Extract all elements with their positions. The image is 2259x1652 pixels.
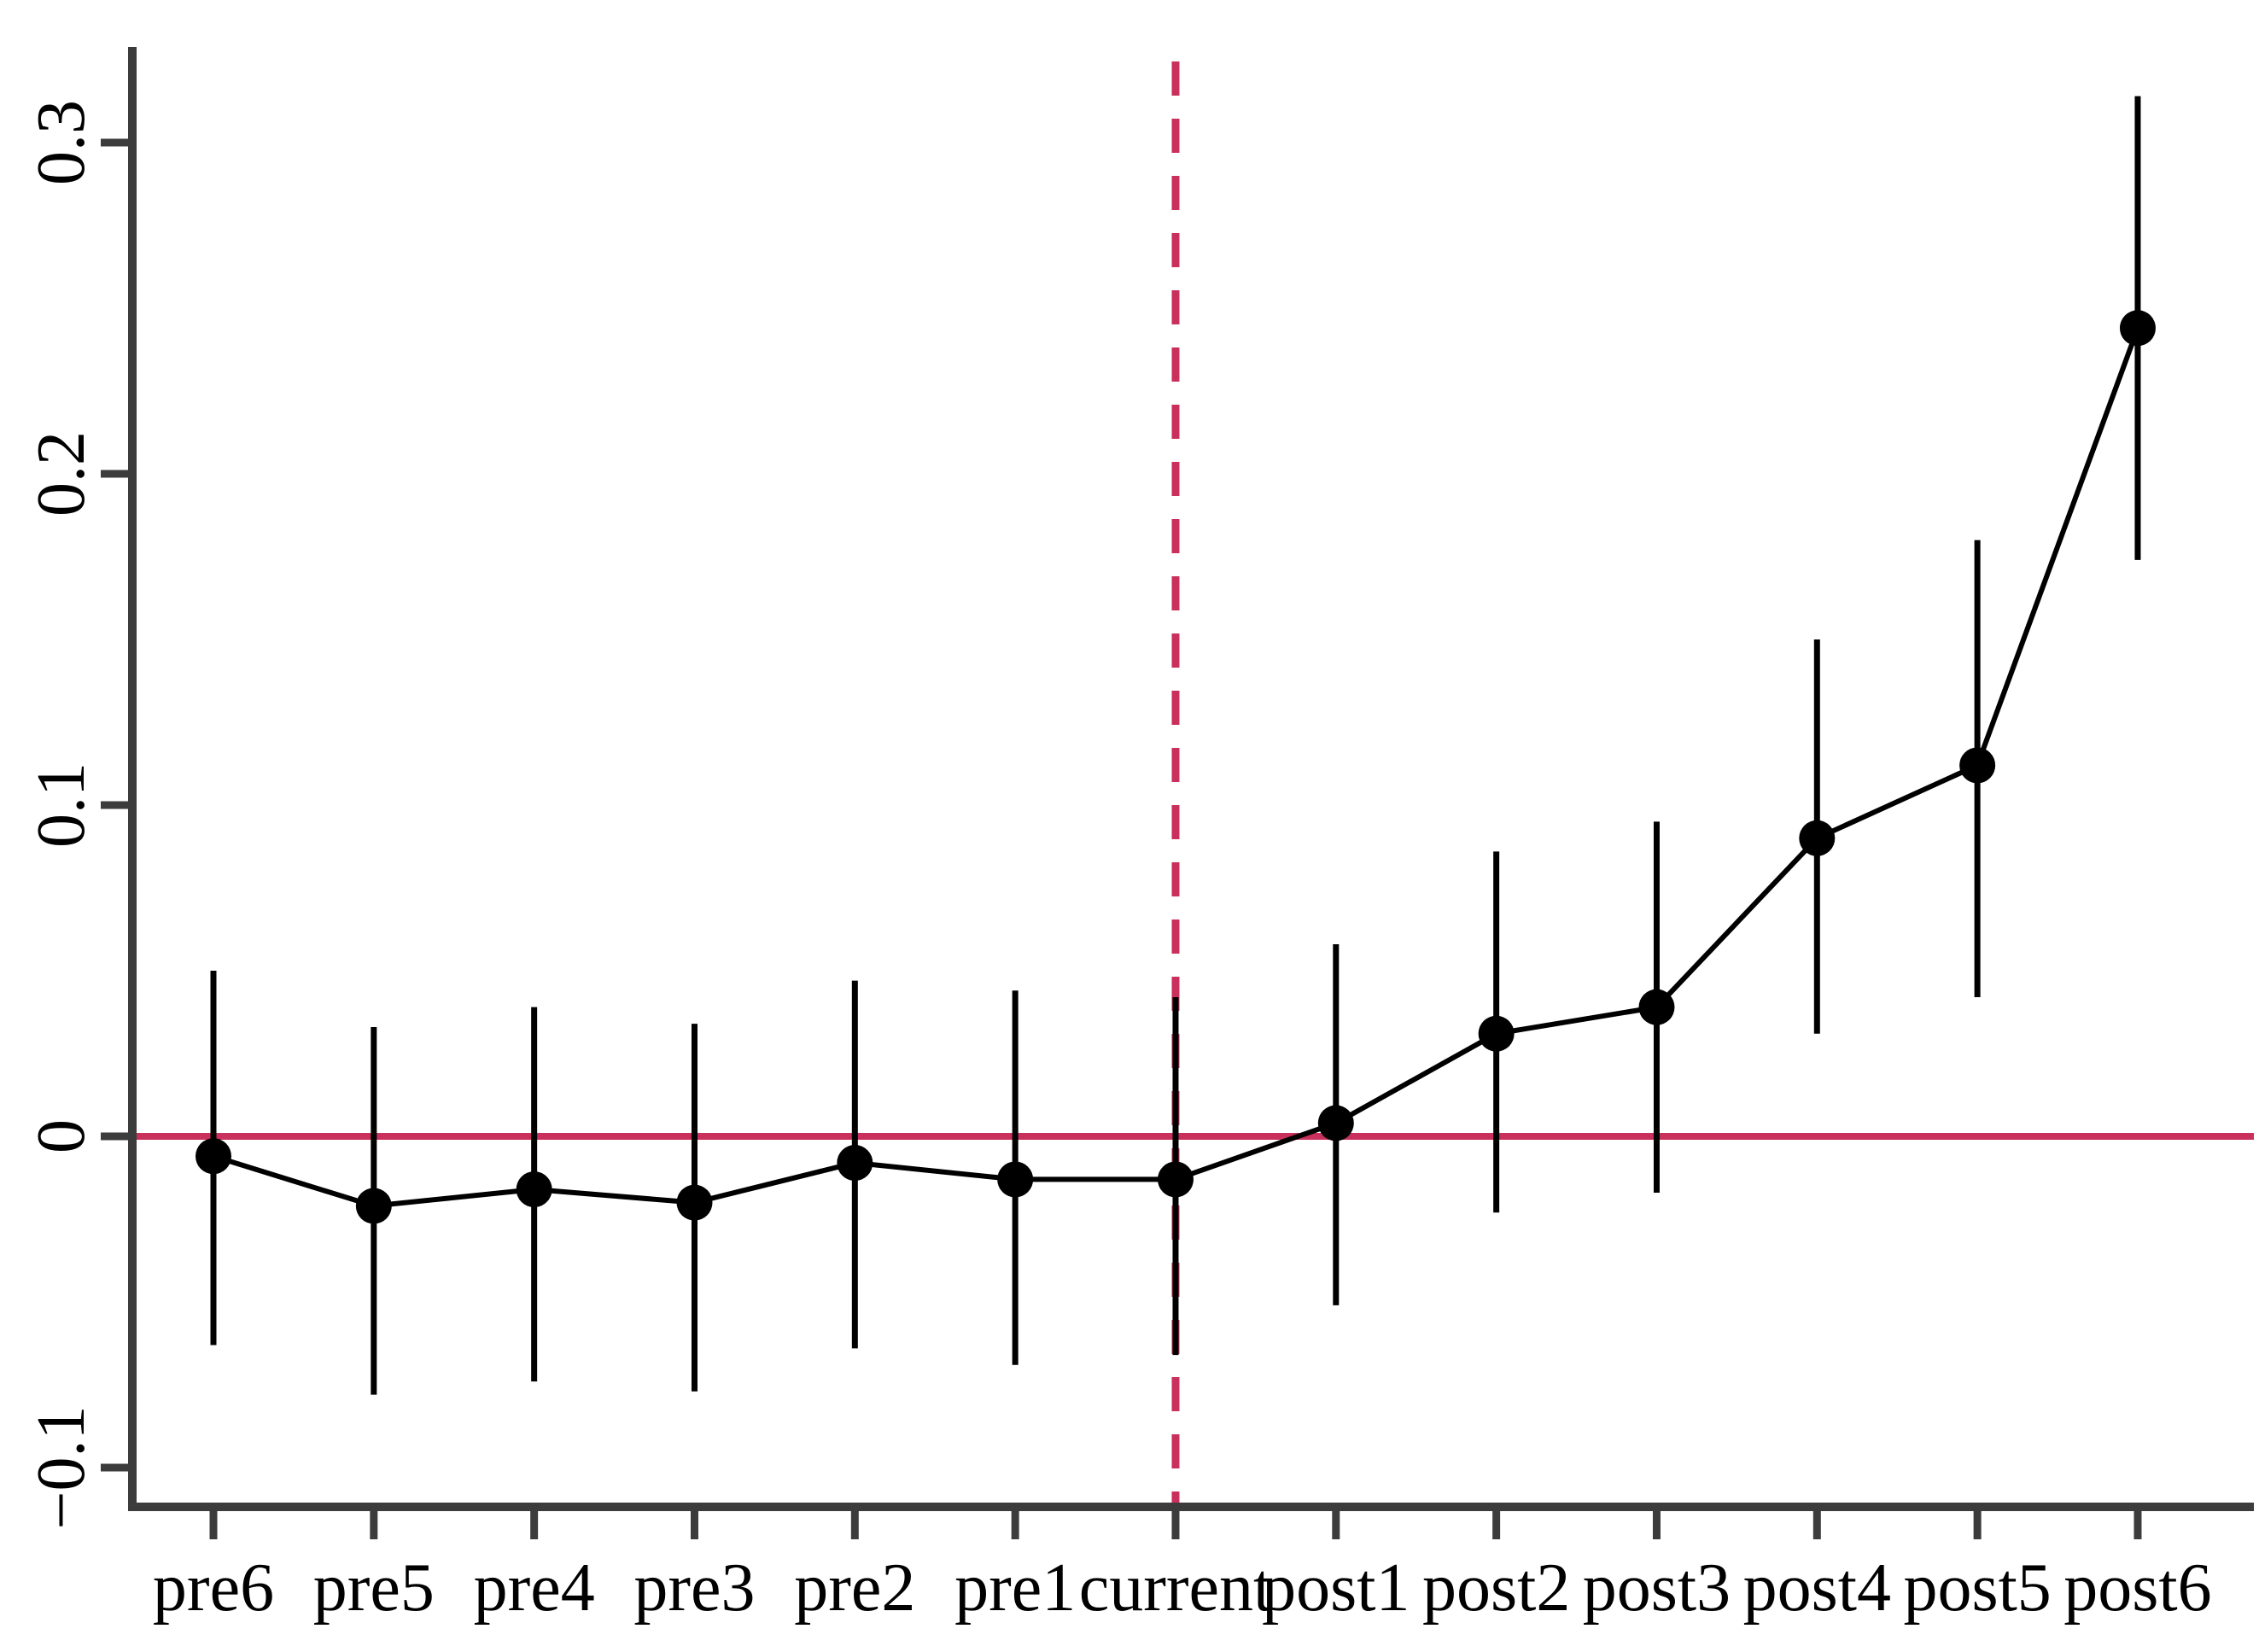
- x-tick-label: pre2: [794, 1550, 915, 1626]
- estimate-point-post1: [1317, 1105, 1354, 1141]
- y-tick-label: 0: [24, 1119, 99, 1153]
- x-tick-label: post4: [1743, 1550, 1891, 1626]
- x-tick-label: pre1: [954, 1550, 1076, 1626]
- labels-layer: 0.3 0.2 0.1 0 −0.1 pre6 pre5 pre4 pre3 pre2 pre1 cu…: [24, 100, 2212, 1626]
- estimate-point-pre3: [676, 1184, 713, 1221]
- estimate-point-post4: [1799, 820, 1836, 856]
- axes-layer: [101, 47, 2254, 1539]
- estimate-point-pre5: [355, 1188, 392, 1224]
- x-tick-label: post6: [2063, 1550, 2211, 1626]
- estimate-point-pre2: [837, 1145, 873, 1182]
- estimate-point-post5: [1959, 747, 1996, 784]
- y-tick-label: 0.3: [24, 100, 99, 185]
- estimate-point-pre6: [196, 1138, 231, 1175]
- x-tick-label: pre5: [313, 1550, 435, 1626]
- x-tick-label: pre3: [633, 1550, 755, 1626]
- estimate-point-current: [1157, 1161, 1194, 1198]
- y-tick-label: −0.1: [24, 1405, 99, 1529]
- x-tick-label: post3: [1583, 1550, 1731, 1626]
- y-tick-label: 0.2: [24, 431, 99, 517]
- x-tick-label: post1: [1262, 1550, 1410, 1626]
- x-tick-label: post5: [1903, 1550, 2051, 1626]
- estimate-point-pre1: [997, 1161, 1034, 1198]
- y-tick-label: 0.1: [24, 762, 99, 848]
- estimate-point-pre4: [516, 1171, 552, 1208]
- x-tick-label: post2: [1422, 1550, 1570, 1626]
- estimate-point-post3: [1638, 989, 1675, 1025]
- estimate-point-post6: [2119, 310, 2156, 347]
- estimate-point-post2: [1478, 1015, 1515, 1052]
- x-tick-label: current: [1079, 1550, 1273, 1626]
- x-tick-label: pre4: [474, 1550, 595, 1626]
- x-tick-label: pre6: [153, 1550, 274, 1626]
- data-layer: [196, 96, 2156, 1395]
